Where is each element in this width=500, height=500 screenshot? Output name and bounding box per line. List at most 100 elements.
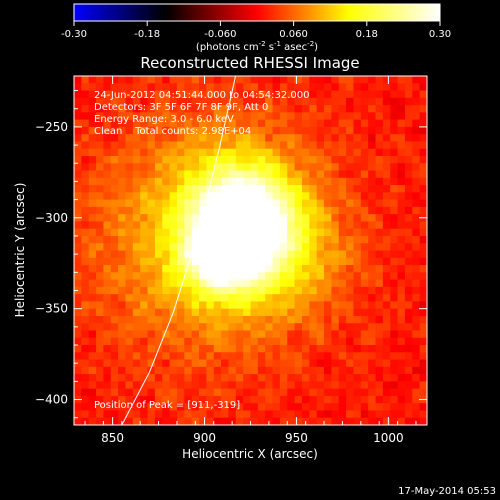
heatmap-cell: [81, 403, 90, 412]
heatmap-cell: [390, 381, 399, 390]
heatmap-cell: [162, 323, 171, 332]
heatmap-cell: [257, 315, 266, 324]
annotation-detectors: Detectors: 3F 5F 6F 7F 8F 9F, Att 0: [94, 102, 268, 113]
heatmap-cell: [235, 235, 244, 244]
heatmap-cell: [346, 76, 355, 84]
heatmap-cell: [257, 301, 266, 310]
heatmap-cell: [338, 170, 347, 179]
heatmap-cell: [294, 177, 303, 186]
heatmap-cell: [360, 243, 369, 252]
heatmap-cell: [279, 308, 288, 317]
heatmap-cell: [257, 366, 266, 375]
heatmap-cell: [316, 250, 325, 259]
heatmap-cell: [147, 235, 156, 244]
heatmap-cell: [154, 315, 163, 324]
heatmap-cell: [316, 308, 325, 317]
heatmap-cell: [206, 192, 215, 201]
heatmap-cell: [199, 308, 207, 317]
heatmap-cell: [213, 105, 222, 113]
heatmap-cell: [250, 185, 259, 193]
heatmap-cell: [103, 90, 112, 99]
heatmap-cell: [309, 381, 318, 390]
heatmap-cell: [235, 359, 244, 368]
heatmap-cell: [88, 294, 97, 302]
heatmap-cell: [191, 76, 200, 84]
heatmap-cell: [81, 374, 90, 382]
heatmap-cell: [228, 374, 237, 382]
heatmap-cell: [346, 272, 355, 281]
heatmap-cell: [74, 155, 82, 164]
heatmap-cell: [412, 105, 421, 113]
heatmap-cell: [287, 388, 296, 397]
heatmap-cell: [132, 359, 141, 368]
heatmap-cell: [81, 192, 90, 201]
heatmap-cell: [221, 301, 230, 310]
heatmap-cell: [243, 301, 252, 310]
heatmap-cell: [96, 345, 105, 353]
heatmap-cell: [309, 141, 318, 150]
heatmap-cell: [272, 185, 281, 193]
heatmap-cell: [88, 265, 97, 273]
heatmap-cell: [309, 315, 318, 324]
heatmap-cell: [346, 395, 355, 404]
heatmap-cell: [176, 148, 185, 157]
heatmap-cell: [243, 345, 252, 353]
heatmap-cell: [74, 221, 82, 230]
heatmap-cell: [221, 83, 230, 92]
heatmap-cell: [213, 315, 222, 324]
heatmap-cell: [404, 337, 413, 346]
heatmap-cell: [74, 388, 82, 397]
heatmap-cell: [287, 235, 296, 244]
heatmap-cell: [360, 112, 369, 121]
heatmap-cell: [265, 294, 274, 302]
heatmap-cell: [125, 148, 134, 157]
heatmap-cell: [132, 235, 141, 244]
heatmap-cell: [419, 374, 427, 382]
heatmap-cell: [213, 163, 222, 172]
heatmap-cell: [132, 228, 141, 237]
heatmap-cell: [213, 206, 222, 215]
heatmap-cell: [103, 97, 112, 106]
heatmap-cell: [287, 403, 296, 412]
heatmap-cell: [199, 272, 207, 281]
heatmap-cell: [96, 315, 105, 324]
heatmap-cell: [353, 185, 362, 193]
heatmap-cell: [412, 112, 421, 121]
heatmap-cell: [353, 221, 362, 230]
heatmap-cell: [265, 345, 274, 353]
heatmap-cell: [257, 126, 266, 135]
heatmap-cell: [96, 323, 105, 332]
heatmap-cell: [81, 185, 90, 193]
heatmap-cell: [316, 417, 325, 425]
heatmap-cell: [243, 97, 252, 106]
heatmap-cell: [382, 286, 391, 295]
heatmap-cell: [331, 134, 340, 143]
heatmap-cell: [191, 185, 200, 193]
heatmap-cell: [301, 112, 310, 121]
heatmap-cell: [228, 308, 237, 317]
heatmap-cell: [154, 308, 163, 317]
heatmap-cell: [324, 243, 332, 252]
heatmap-cell: [375, 214, 384, 223]
heatmap-cell: [206, 345, 215, 353]
heatmap-cell: [309, 359, 318, 368]
heatmap-cell: [353, 308, 362, 317]
heatmap-cell: [397, 323, 406, 332]
heatmap-cell: [235, 257, 244, 266]
heatmap-cell: [103, 235, 112, 244]
peak-position-label: Position of Peak = [911,-319]: [94, 400, 240, 411]
heatmap-cell: [81, 134, 90, 143]
heatmap-cell: [390, 235, 399, 244]
heatmap-cell: [301, 366, 310, 375]
heatmap-cell: [96, 134, 105, 143]
heatmap-cell: [294, 265, 303, 273]
heatmap-cell: [103, 308, 112, 317]
heatmap-cell: [301, 214, 310, 223]
heatmap-cell: [324, 301, 332, 310]
heatmap-cell: [287, 352, 296, 361]
heatmap-cell: [331, 330, 340, 339]
heatmap-cell: [419, 257, 427, 266]
heatmap-cell: [169, 90, 178, 99]
heatmap-cell: [375, 177, 384, 186]
heatmap-cell: [206, 410, 215, 419]
